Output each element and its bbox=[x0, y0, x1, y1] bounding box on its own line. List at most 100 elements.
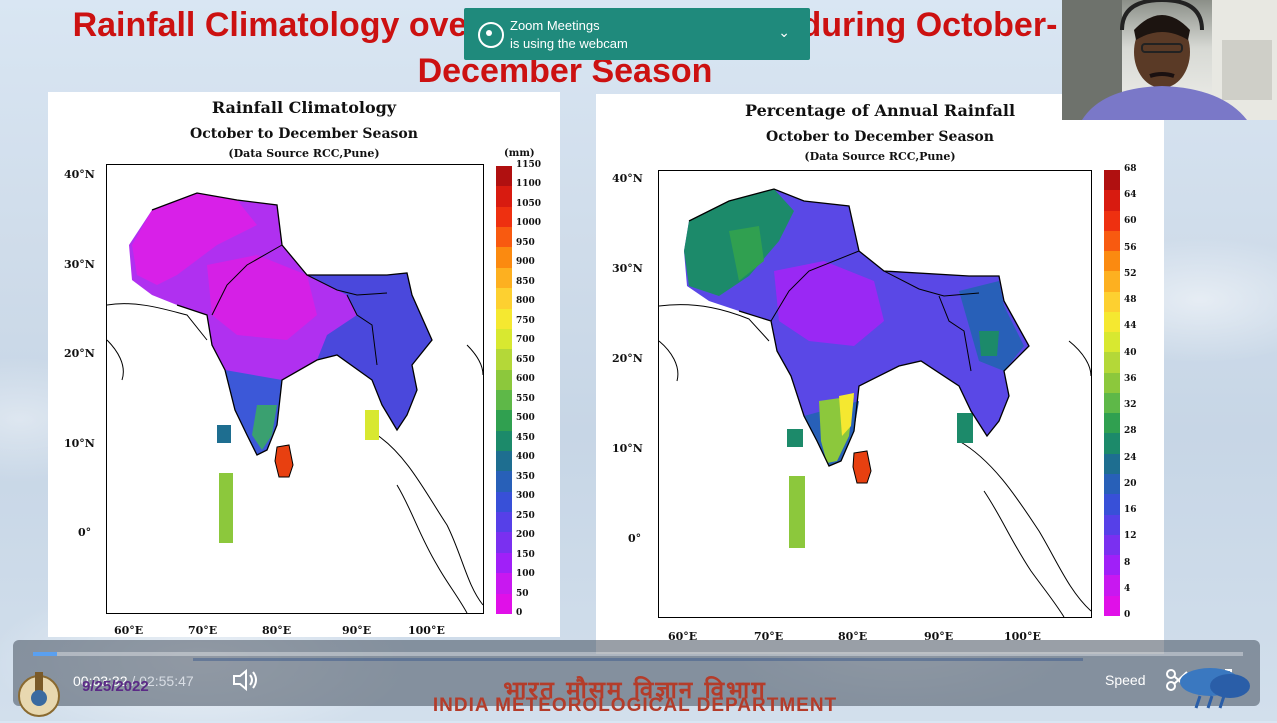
rainfall-climatology-map: Rainfall Climatology October to December… bbox=[48, 92, 560, 637]
volume-icon[interactable] bbox=[231, 668, 259, 697]
colorbar-segment bbox=[1104, 210, 1120, 231]
lon-label: 70°E bbox=[754, 630, 784, 643]
colorbar-segment bbox=[496, 573, 512, 594]
colorbar-label: 100 bbox=[516, 569, 535, 580]
colorbar-label: 400 bbox=[516, 452, 535, 463]
colorbar-label: 550 bbox=[516, 393, 535, 404]
map-plot-area bbox=[106, 164, 484, 614]
colorbar-segment bbox=[496, 227, 512, 248]
colorbar-segment bbox=[1104, 311, 1120, 333]
colorbar-label: 900 bbox=[516, 257, 535, 268]
colorbar-segment bbox=[496, 308, 512, 329]
colorbar-label: 1150 bbox=[516, 160, 542, 170]
colorbar-units: (mm) bbox=[504, 148, 535, 159]
elapsed-time: 00:03:32 bbox=[73, 673, 128, 689]
colorbar-segment bbox=[496, 512, 512, 533]
colorbar-label: 32 bbox=[1124, 400, 1137, 411]
imd-emblem-logo bbox=[14, 668, 64, 718]
colorbar-label: 50 bbox=[516, 588, 529, 599]
lon-label: 90°E bbox=[924, 630, 954, 643]
colorbar-label: 68 bbox=[1124, 164, 1137, 174]
colorbar-label: 700 bbox=[516, 335, 535, 346]
colorbar-segment bbox=[1104, 453, 1120, 474]
colorbar bbox=[496, 166, 512, 614]
colorbar-label: 16 bbox=[1124, 505, 1137, 516]
colorbar-segment bbox=[1104, 190, 1120, 211]
colorbar-segment bbox=[496, 430, 512, 452]
colorbar-segment bbox=[496, 328, 512, 350]
lat-label: 40°N bbox=[64, 168, 95, 181]
lat-label: 20°N bbox=[64, 347, 95, 360]
lat-label: 10°N bbox=[64, 437, 95, 450]
lat-label: 30°N bbox=[64, 258, 95, 271]
colorbar-segment bbox=[496, 349, 512, 370]
colorbar-label: 950 bbox=[516, 237, 535, 248]
progress-bar[interactable] bbox=[33, 652, 1243, 661]
colorbar-label: 1100 bbox=[516, 179, 542, 190]
colorbar-segment bbox=[496, 471, 512, 492]
colorbar-segment bbox=[496, 491, 512, 513]
lat-label: 0° bbox=[78, 526, 92, 539]
colorbar-segment bbox=[496, 593, 512, 614]
lat-label: 0° bbox=[628, 532, 642, 545]
map-source: (Data Source RCC,Pune) bbox=[228, 147, 380, 160]
colorbar-segment bbox=[1104, 332, 1120, 353]
colorbar-label: 150 bbox=[516, 549, 535, 560]
weather-icon bbox=[1160, 662, 1256, 714]
colorbar-segment bbox=[1104, 291, 1120, 312]
speed-button[interactable]: Speed bbox=[1105, 672, 1146, 688]
colorbar-segment bbox=[1104, 595, 1120, 616]
colorbar-label: 800 bbox=[516, 296, 535, 307]
presenter-video bbox=[1062, 0, 1277, 120]
colorbar-segment bbox=[496, 410, 512, 431]
colorbar-segment bbox=[496, 369, 512, 390]
video-player-controls: 00:03:32 / 02:55:47 Speed bbox=[13, 640, 1260, 706]
colorbar-label: 1000 bbox=[516, 218, 542, 229]
colorbar-label: 60 bbox=[1124, 216, 1137, 227]
lon-label: 60°E bbox=[114, 624, 144, 637]
colorbar-label: 600 bbox=[516, 374, 535, 385]
map-source: (Data Source RCC,Pune) bbox=[804, 150, 956, 163]
colorbar-segment bbox=[1104, 170, 1120, 191]
colorbar-label: 40 bbox=[1124, 347, 1137, 358]
colorbar-label: 52 bbox=[1124, 268, 1137, 279]
colorbar-segment bbox=[496, 389, 512, 411]
colorbar-label: 300 bbox=[516, 491, 535, 502]
colorbar-label: 28 bbox=[1124, 426, 1137, 437]
lat-label: 20°N bbox=[612, 352, 643, 365]
colorbar-label: 0 bbox=[516, 608, 523, 618]
colorbar-segment bbox=[1104, 534, 1120, 556]
colorbar-segment bbox=[1104, 251, 1120, 272]
map-plot-area bbox=[658, 170, 1092, 618]
lat-label: 40°N bbox=[612, 172, 643, 185]
department-name-english: INDIA METEOROLOGICAL DEPARTMENT bbox=[432, 695, 838, 716]
lon-label: 80°E bbox=[262, 624, 292, 637]
webcam-notification[interactable]: Zoom Meetings is using the webcam ⌄ bbox=[464, 8, 810, 60]
colorbar-segment bbox=[1104, 372, 1120, 393]
lat-label: 30°N bbox=[612, 262, 643, 275]
percentage-annual-rainfall-map: Percentage of Annual Rainfall October to… bbox=[596, 94, 1164, 654]
chevron-down-icon[interactable]: ⌄ bbox=[778, 24, 790, 40]
colorbar-label: 64 bbox=[1124, 190, 1137, 201]
time-display: 00:03:32 / 02:55:47 bbox=[73, 673, 194, 689]
colorbar-label: 350 bbox=[516, 471, 535, 482]
colorbar-segment bbox=[1104, 433, 1120, 454]
colorbar-segment bbox=[496, 166, 512, 187]
colorbar-segment bbox=[1104, 514, 1120, 535]
colorbar-label: 12 bbox=[1124, 531, 1137, 542]
colorbar-segment bbox=[496, 288, 512, 309]
colorbar-segment bbox=[1104, 473, 1120, 495]
lon-label: 100°E bbox=[1004, 630, 1041, 643]
lat-label: 10°N bbox=[612, 442, 643, 455]
colorbar-segment bbox=[1104, 230, 1120, 252]
map-title: Rainfall Climatology bbox=[211, 98, 397, 117]
notification-title: Zoom Meetings bbox=[510, 18, 600, 33]
lon-label: 100°E bbox=[408, 624, 445, 637]
total-time: / 02:55:47 bbox=[131, 673, 194, 689]
colorbar-segment bbox=[1104, 352, 1120, 373]
colorbar-label: 1050 bbox=[516, 198, 542, 209]
lon-label: 70°E bbox=[188, 624, 218, 637]
map-title: Percentage of Annual Rainfall bbox=[744, 101, 1016, 120]
colorbar-label: 4 bbox=[1124, 583, 1131, 594]
colorbar-label: 36 bbox=[1124, 373, 1137, 384]
